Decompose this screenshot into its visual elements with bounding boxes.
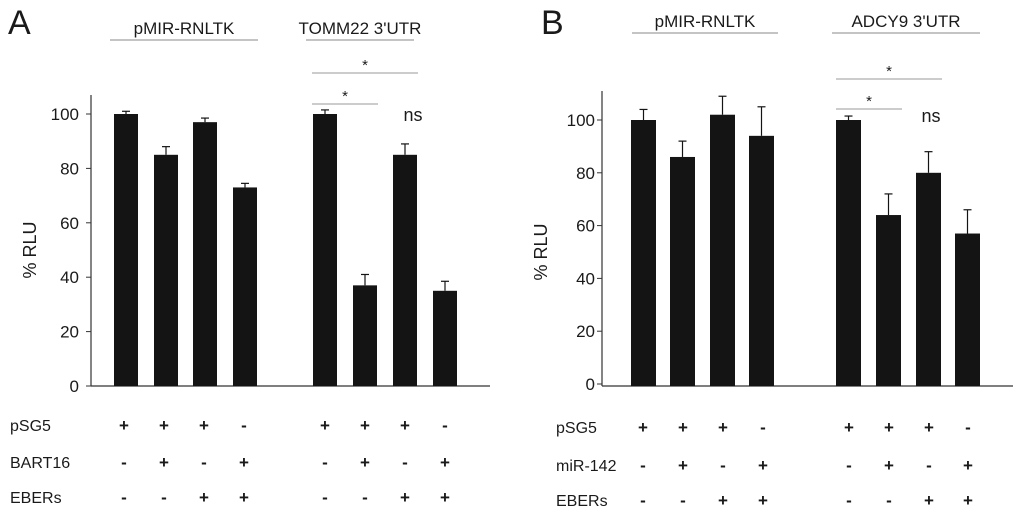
- condition-label: BART16: [10, 455, 70, 472]
- y-tick-label: 100: [567, 111, 595, 130]
- condition-sign: +: [159, 416, 169, 435]
- condition-sign: +: [924, 491, 934, 510]
- condition-sign: -: [680, 491, 686, 510]
- significance-star: *: [342, 88, 348, 105]
- condition-sign: -: [121, 488, 127, 507]
- condition-sign: -: [640, 456, 646, 475]
- condition-sign: -: [322, 453, 328, 472]
- condition-sign: -: [241, 416, 247, 435]
- condition-label: pSG5: [556, 420, 597, 437]
- condition-sign: +: [400, 416, 410, 435]
- condition-sign: +: [638, 418, 648, 437]
- bar: [114, 114, 138, 386]
- condition-sign: +: [239, 453, 249, 472]
- condition-sign: -: [201, 453, 207, 472]
- condition-sign: +: [239, 488, 249, 507]
- panel-b: B 0 20 40 60 80 100 % RLU pMIR-RNLTK ADCY9 3'UTR *…: [531, 4, 1013, 510]
- bar: [876, 215, 901, 386]
- bar: [836, 120, 861, 386]
- condition-sign: +: [199, 488, 209, 507]
- condition-sign: +: [758, 491, 768, 510]
- condition-sign: +: [963, 456, 973, 475]
- y-tick-label: 0: [586, 375, 595, 394]
- y-tick-label: 20: [60, 323, 79, 342]
- y-tick-label: 40: [576, 269, 595, 288]
- y-axis-title: % RLU: [20, 221, 40, 278]
- condition-sign: +: [844, 418, 854, 437]
- panel-letter: B: [541, 4, 564, 42]
- condition-sign: +: [758, 456, 768, 475]
- condition-sign: -: [442, 416, 448, 435]
- condition-sign: -: [720, 456, 726, 475]
- condition-label: miR-142: [556, 458, 617, 475]
- y-tick-label: 80: [60, 159, 79, 178]
- group-label: ADCY9 3'UTR: [851, 12, 960, 31]
- condition-sign: +: [678, 456, 688, 475]
- condition-sign: +: [360, 453, 370, 472]
- condition-sign: +: [963, 491, 973, 510]
- y-tick-label: 20: [576, 322, 595, 341]
- ns-label: ns: [403, 105, 422, 125]
- condition-sign: -: [926, 456, 932, 475]
- condition-sign: +: [159, 453, 169, 472]
- bar: [955, 233, 980, 386]
- y-tick-label: 0: [70, 377, 79, 396]
- condition-label: pSG5: [10, 418, 51, 435]
- bar: [433, 290, 457, 386]
- bar: [916, 172, 941, 386]
- condition-sign: +: [440, 453, 450, 472]
- condition-sign: -: [760, 418, 766, 437]
- y-axis-title: % RLU: [531, 223, 551, 280]
- condition-sign: -: [965, 418, 971, 437]
- group-label: TOMM22 3'UTR: [299, 19, 422, 38]
- bar: [393, 154, 417, 386]
- significance-star: *: [362, 57, 368, 74]
- bar: [353, 285, 377, 386]
- condition-sign: -: [846, 456, 852, 475]
- condition-sign: +: [119, 416, 129, 435]
- panel-a: A 0 20 40 60 80 100 % RLU pMIR-RNLTK TOMM22 3'UTR…: [8, 4, 490, 507]
- y-tick-label: 40: [60, 268, 79, 287]
- bar: [233, 187, 257, 386]
- group-label: pMIR-RNLTK: [655, 12, 756, 31]
- significance-star: *: [886, 63, 892, 80]
- bar: [749, 135, 774, 386]
- bar: [313, 114, 337, 386]
- condition-sign: +: [360, 416, 370, 435]
- condition-sign: -: [161, 488, 167, 507]
- condition-sign: -: [640, 491, 646, 510]
- bar: [193, 122, 217, 386]
- condition-sign: +: [718, 491, 728, 510]
- condition-sign: -: [846, 491, 852, 510]
- bar: [631, 120, 656, 386]
- condition-sign: -: [121, 453, 127, 472]
- condition-sign: -: [886, 491, 892, 510]
- significance-star: *: [866, 93, 872, 110]
- panel-letter: A: [8, 4, 31, 42]
- condition-sign: -: [362, 488, 368, 507]
- condition-sign: +: [718, 418, 728, 437]
- condition-sign: +: [884, 418, 894, 437]
- y-tick-label: 60: [576, 217, 595, 236]
- condition-sign: -: [322, 488, 328, 507]
- condition-sign: +: [440, 488, 450, 507]
- condition-label: EBERs: [556, 493, 608, 510]
- bar: [670, 156, 695, 386]
- y-tick-label: 80: [576, 164, 595, 183]
- y-tick-label: 100: [51, 105, 79, 124]
- y-tick-label: 60: [60, 214, 79, 233]
- condition-sign: +: [199, 416, 209, 435]
- ns-label: ns: [921, 106, 940, 126]
- condition-sign: +: [678, 418, 688, 437]
- bar: [710, 114, 735, 386]
- condition-sign: -: [402, 453, 408, 472]
- group-label: pMIR-RNLTK: [134, 19, 235, 38]
- condition-sign: +: [924, 418, 934, 437]
- condition-label: EBERs: [10, 490, 62, 507]
- bar: [154, 154, 178, 386]
- condition-sign: +: [400, 488, 410, 507]
- condition-sign: +: [320, 416, 330, 435]
- condition-sign: +: [884, 456, 894, 475]
